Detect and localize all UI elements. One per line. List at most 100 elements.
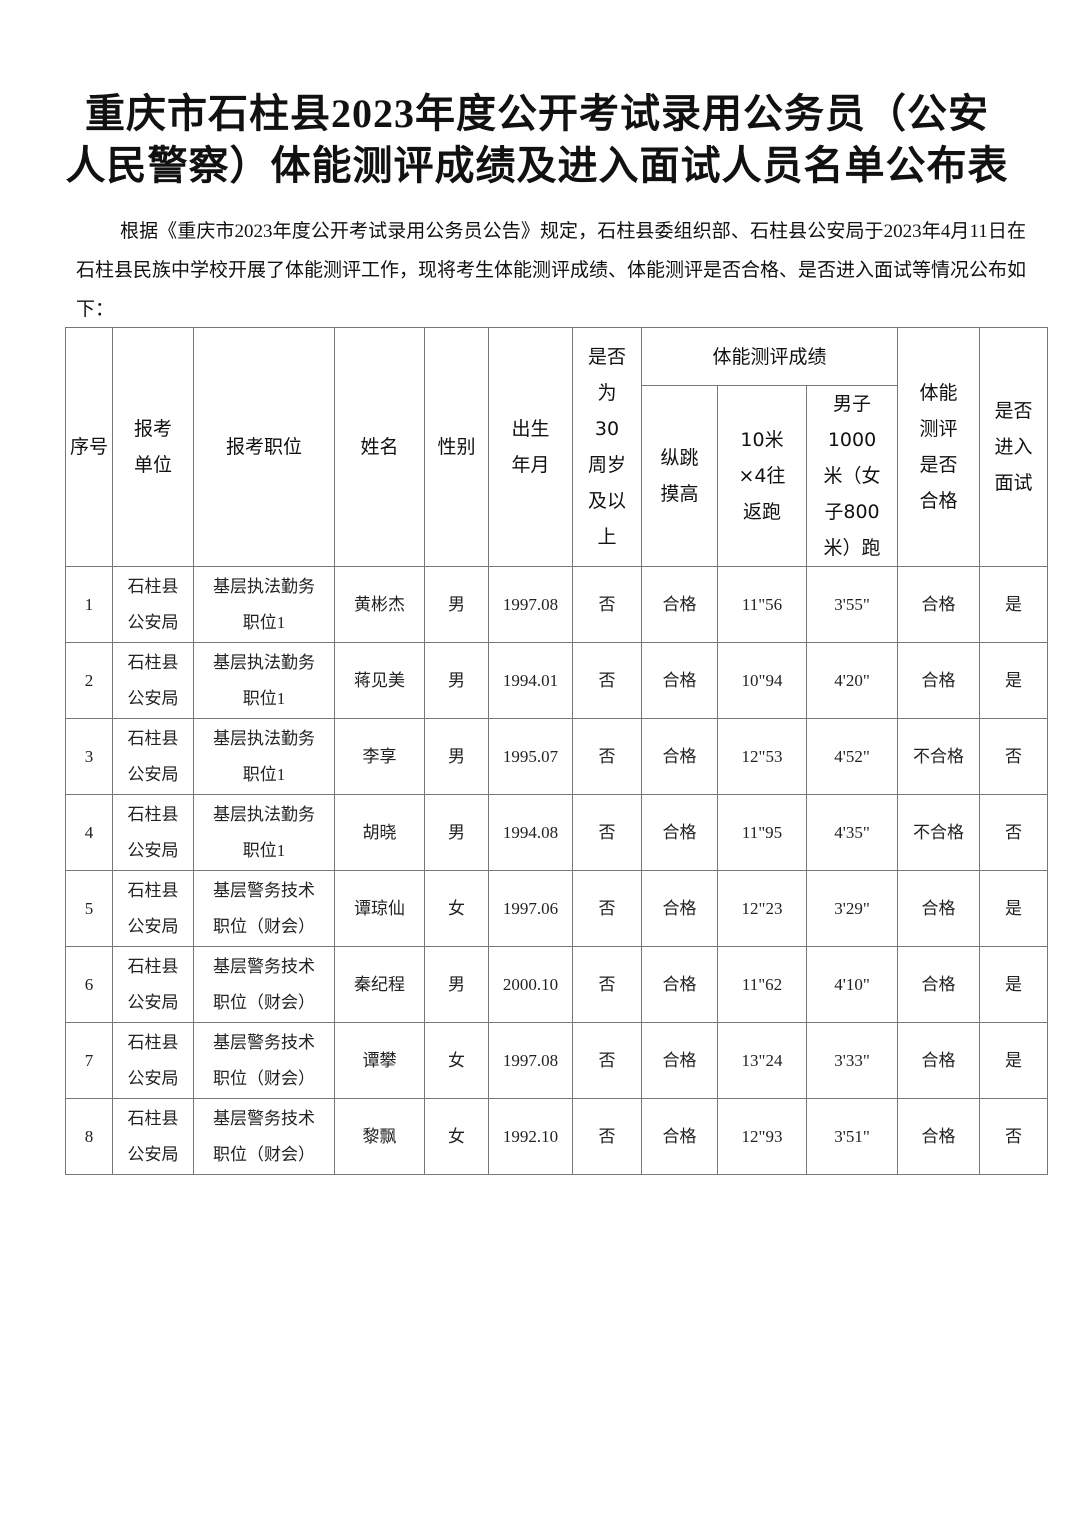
jump-value: 合格	[662, 670, 697, 690]
table-row: 5 石柱县公安局 基层警务技术职位（财会） 谭琼仙 女 1997.06 否 合格 12"23 3'…	[65, 870, 1049, 947]
cell-unit: 石柱县公安局	[112, 794, 194, 871]
cell-over30: 否	[572, 642, 642, 719]
table-body: 1 石柱县公安局 基层执法勤务职位1 黄彬杰男 1997.08 否合格 11"56 3'55"…	[65, 566, 1049, 1175]
cell-position: 基层警务技术职位（财会）	[193, 1098, 335, 1175]
unit-value: 石柱县公安局	[127, 1032, 179, 1088]
cell-interview: 是	[979, 1022, 1049, 1099]
name-value: 黎飘	[362, 1126, 397, 1146]
cell-birth: 1997.06	[488, 870, 573, 947]
cell-birth: 1994.01	[488, 642, 573, 719]
cell-name: 谭攀	[334, 1022, 425, 1099]
cell-name: 秦纪程	[334, 946, 425, 1023]
run-value: 4'20"	[834, 670, 870, 690]
shuttle-value: 11"56	[741, 594, 783, 614]
cell-unit: 石柱县公安局	[112, 870, 194, 947]
cell-gender: 男	[424, 642, 489, 719]
jump-value: 合格	[662, 822, 697, 842]
birth-value: 1994.01	[502, 670, 559, 690]
name-value: 胡晓	[362, 822, 397, 842]
header-birth: 出生年月	[488, 327, 573, 567]
cell-jump: 合格	[641, 1098, 718, 1175]
over30-value: 否	[598, 1126, 616, 1146]
position-value: 基层警务技术职位（财会）	[212, 1108, 315, 1164]
jump-value: 合格	[662, 746, 697, 766]
document-title-line2: 人民警察）体能测评成绩及进入面试人员名单公布表	[65, 143, 1009, 188]
unit-value: 石柱县公安局	[127, 728, 179, 784]
unit-value: 石柱县公安局	[127, 652, 179, 708]
table-row: 2 石柱县公安局 基层执法勤务职位1 蒋见美 男 1994.01 否 合格 10"94 4'20"…	[65, 642, 1049, 719]
cell-qualified: 合格	[897, 566, 981, 643]
gender-value: 男	[448, 594, 465, 614]
jump-value: 合格	[662, 974, 697, 994]
birth-value: 1995.07	[502, 746, 559, 766]
cell-birth: 1995.07	[488, 718, 573, 795]
cell-qualified: 合格	[897, 946, 981, 1023]
cell-seq: 1	[65, 566, 113, 643]
cell-over30: 否	[572, 794, 642, 871]
cell-over30: 否	[572, 1022, 642, 1099]
birth-value: 1994.08	[502, 822, 559, 842]
cell-run: 3'33"	[805, 1022, 899, 1099]
over30-value: 否	[598, 670, 616, 690]
cell-jump: 合格	[641, 566, 718, 643]
cell-unit: 石柱县公安局	[112, 1022, 194, 1099]
cell-run: 4'10"	[805, 946, 899, 1023]
run-value: 3'33"	[834, 1050, 870, 1070]
qualified-value: 合格	[921, 974, 956, 994]
run-value: 4'10"	[834, 974, 870, 994]
over30-value: 否	[598, 898, 616, 918]
cell-run: 3'51"	[805, 1098, 899, 1175]
cell-shuttle: 11"95	[717, 794, 807, 871]
name-value: 谭攀	[362, 1050, 397, 1070]
unit-value: 石柱县公安局	[127, 576, 179, 632]
cell-interview: 是	[979, 946, 1049, 1023]
cell-seq: 3	[65, 718, 113, 795]
qualified-value: 合格	[921, 1126, 956, 1146]
cell-interview: 是	[979, 870, 1049, 947]
cell-jump: 合格	[641, 794, 718, 871]
header-score-group: 体能测评成绩	[640, 327, 899, 386]
cell-name: 黄彬杰	[334, 566, 425, 643]
shuttle-value: 11"95	[741, 822, 783, 842]
intro-paragraph: 根据《重庆市2023年度公开考试录用公务员公告》规定，石柱县委组织部、石柱县公安…	[76, 221, 1027, 320]
cell-name: 蒋见美	[334, 642, 425, 719]
jump-value: 合格	[662, 1050, 697, 1070]
cell-qualified: 合格	[897, 642, 981, 719]
gender-value: 男	[448, 670, 465, 690]
table-row: 1 石柱县公安局 基层执法勤务职位1 黄彬杰 男 1997.08 否 合格 11"56 3'55"…	[65, 566, 1049, 643]
cell-over30: 否	[572, 566, 642, 643]
position-value: 基层执法勤务职位1	[212, 804, 315, 860]
cell-name: 李享	[334, 718, 425, 795]
name-value: 蒋见美	[354, 670, 405, 690]
table-row: 4 石柱县公安局 基层执法勤务职位1 胡晓 男 1994.08 否 合格 11"95 4'35" 不…	[65, 794, 1049, 871]
cell-birth: 2000.10	[488, 946, 573, 1023]
cell-gender: 女	[424, 870, 489, 947]
cell-gender: 女	[424, 1098, 489, 1175]
cell-unit: 石柱县公安局	[112, 642, 194, 719]
qualified-value: 合格	[921, 1050, 956, 1070]
cell-unit: 石柱县公安局	[112, 718, 194, 795]
qualified-value: 不合格	[913, 822, 965, 842]
run-value: 4'52"	[834, 746, 870, 766]
gender-value: 女	[448, 1050, 465, 1070]
header-run: 男子1000米（女子800米）跑	[805, 385, 899, 567]
table-row: 7 石柱县公安局 基层警务技术职位（财会） 谭攀 女 1997.08 否 合格 13"24 3'3…	[65, 1022, 1049, 1099]
cell-gender: 男	[424, 794, 489, 871]
seq-value: 7	[84, 1050, 94, 1070]
cell-run: 4'35"	[805, 794, 899, 871]
cell-qualified: 合格	[897, 1098, 981, 1175]
cell-seq: 5	[65, 870, 113, 947]
cell-shuttle: 13"24	[717, 1022, 807, 1099]
shuttle-value: 13"24	[741, 1050, 783, 1070]
run-value: 3'55"	[834, 594, 870, 614]
cell-birth: 1997.08	[488, 1022, 573, 1099]
cell-jump: 合格	[641, 1022, 718, 1099]
cell-position: 基层警务技术职位（财会）	[193, 1022, 335, 1099]
interview-value: 是	[1005, 898, 1023, 918]
header-position: 报考职位	[193, 327, 335, 567]
results-table: 序号 报考单位 报考职位 姓名 性别 出生年月 是否为30周岁及以上 体能测评成…	[65, 327, 1049, 1175]
shuttle-value: 12"53	[741, 746, 783, 766]
cell-gender: 男	[424, 946, 489, 1023]
cell-interview: 否	[979, 718, 1049, 795]
name-value: 黄彬杰	[354, 594, 405, 614]
